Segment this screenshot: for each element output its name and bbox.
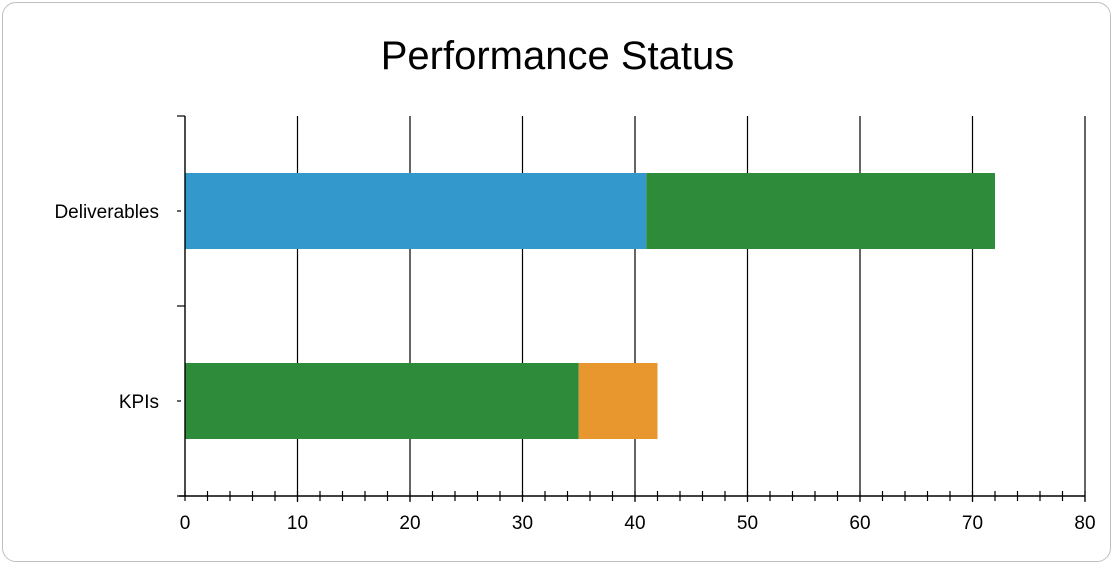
chart-title: Performance Status: [380, 34, 735, 78]
bar-kpis-segment-3: [578, 363, 658, 439]
x-tick-label-30: 30: [512, 513, 533, 534]
x-tick-label-70: 70: [962, 513, 983, 534]
bar-deliverables-segment-1: [185, 173, 647, 249]
x-tick-label-50: 50: [737, 513, 758, 534]
x-tick-label-80: 80: [1074, 513, 1095, 534]
x-tick-label-10: 10: [287, 513, 308, 534]
y-tick-label-kpis: KPIs: [119, 392, 159, 413]
bar-deliverables-segment-2: [646, 173, 995, 249]
x-tick-label-60: 60: [849, 513, 870, 534]
y-tick-label-deliverables: Deliverables: [54, 202, 159, 223]
bar-kpis-segment-2: [185, 363, 579, 439]
x-tick-label-40: 40: [624, 513, 645, 534]
x-tick-label-0: 0: [180, 513, 191, 534]
x-tick-label-20: 20: [399, 513, 420, 534]
